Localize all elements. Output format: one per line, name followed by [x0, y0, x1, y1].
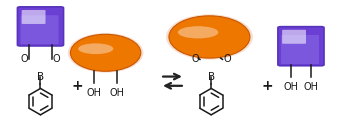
Text: OH: OH: [87, 88, 102, 98]
FancyBboxPatch shape: [22, 10, 45, 24]
Text: O: O: [191, 54, 199, 64]
FancyBboxPatch shape: [278, 27, 324, 66]
Text: B: B: [208, 72, 215, 82]
Ellipse shape: [68, 33, 144, 73]
Ellipse shape: [169, 16, 250, 58]
Text: B: B: [37, 72, 44, 82]
Text: +: +: [71, 79, 83, 93]
Text: O: O: [21, 54, 29, 64]
Text: OH: OH: [303, 82, 318, 92]
FancyBboxPatch shape: [281, 35, 319, 64]
FancyBboxPatch shape: [282, 30, 306, 44]
Ellipse shape: [166, 14, 253, 60]
Text: +: +: [262, 79, 274, 93]
Text: OH: OH: [109, 88, 124, 98]
Text: O: O: [223, 54, 231, 64]
FancyBboxPatch shape: [21, 15, 58, 44]
Ellipse shape: [178, 26, 218, 38]
FancyBboxPatch shape: [18, 7, 64, 46]
Text: O: O: [52, 54, 60, 64]
Text: OH: OH: [284, 82, 298, 92]
Ellipse shape: [70, 34, 141, 71]
Ellipse shape: [78, 43, 113, 54]
